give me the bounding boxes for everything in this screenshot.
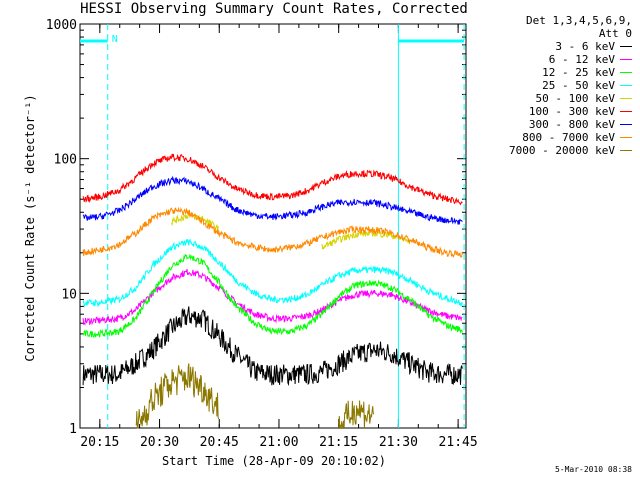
footer-timestamp: 5-Mar-2010 08:38 xyxy=(554,465,632,474)
series-line xyxy=(82,253,463,338)
series-line xyxy=(82,206,463,259)
legend-entry-label: 100 - 300 keV xyxy=(528,105,615,118)
legend-swatch xyxy=(620,46,632,47)
series-line xyxy=(82,238,463,308)
legend-attenuator: Att 0 xyxy=(598,27,632,40)
y-tick-label: 1 xyxy=(69,422,77,437)
series-3-6kev xyxy=(82,306,463,387)
series-line xyxy=(82,306,463,387)
legend-swatch xyxy=(620,72,632,73)
legend-swatch xyxy=(620,59,632,60)
legend-entry-label: 25 - 50 keV xyxy=(542,79,615,92)
y-tick-label: 1000 xyxy=(46,18,77,33)
legend-swatch xyxy=(620,111,632,112)
legend-entry-label: 3 - 6 keV xyxy=(555,40,615,53)
legend-entry: 6 - 12 keV xyxy=(482,53,632,66)
night-marker-label: N xyxy=(112,34,118,45)
legend-detectors: Det 1,3,4,5,6,9, xyxy=(526,14,632,27)
legend-entries: 3 - 6 keV 6 - 12 keV 12 - 25 keV 25 - 50 ke… xyxy=(482,40,632,157)
x-tick-label: 20:15 xyxy=(80,435,119,450)
series-800-7000kev xyxy=(82,206,463,259)
series-12-25kev xyxy=(82,253,463,338)
y-tick-label: 100 xyxy=(54,153,77,168)
series-25-50kev xyxy=(82,238,463,308)
plot-frame xyxy=(79,23,467,429)
legend-entry: 25 - 50 keV xyxy=(482,79,632,92)
series-100-300kev xyxy=(82,153,463,206)
legend-entry-label: 50 - 100 keV xyxy=(535,92,615,105)
legend-entry-label: 800 - 7000 keV xyxy=(522,131,615,144)
series-7000-20000kev xyxy=(135,363,375,429)
legend-entry-label: 7000 - 20000 keV xyxy=(509,144,615,157)
legend-swatch xyxy=(620,137,632,138)
legend-entry-label: 12 - 25 keV xyxy=(542,66,615,79)
legend-entry: 7000 - 20000 keV xyxy=(482,144,632,157)
x-tick-label: 21:00 xyxy=(259,435,298,450)
legend-swatch xyxy=(620,124,632,125)
series-line xyxy=(82,268,463,326)
series-line xyxy=(135,363,375,429)
chart-title: HESSI Observing Summary Count Rates, Cor… xyxy=(80,1,468,17)
legend-swatch xyxy=(620,98,632,99)
legend-swatch xyxy=(620,150,632,151)
series-6-12kev xyxy=(82,268,463,326)
series-line xyxy=(82,175,463,225)
legend-entry-label: 300 - 800 keV xyxy=(528,118,615,131)
series-line xyxy=(82,153,463,206)
legend-entry: 300 - 800 keV xyxy=(482,118,632,131)
x-tick-label: 21:15 xyxy=(319,435,358,450)
x-tick-label: 20:30 xyxy=(140,435,179,450)
legend-entry: 12 - 25 keV xyxy=(482,66,632,79)
x-tick-label: 21:45 xyxy=(439,435,478,450)
legend-swatch xyxy=(620,85,632,86)
x-tick-label: 21:30 xyxy=(379,435,418,450)
x-tick-label: 20:45 xyxy=(200,435,239,450)
legend-entry: 50 - 100 keV xyxy=(482,92,632,105)
y-tick-label: 10 xyxy=(61,287,77,302)
legend-entry: 800 - 7000 keV xyxy=(482,131,632,144)
legend: Det 1,3,4,5,6,9, Att 0 3 - 6 keV 6 - 12 k… xyxy=(482,14,632,157)
series-300-800kev xyxy=(82,175,463,225)
x-axis-label: Start Time (28-Apr-09 20:10:02) xyxy=(162,454,386,468)
legend-entry-label: 6 - 12 keV xyxy=(548,53,615,66)
y-axis-label: Corrected Count Rate (s⁻¹ detector⁻¹) xyxy=(23,94,37,362)
legend-entry: 100 - 300 keV xyxy=(482,105,632,118)
legend-entry: 3 - 6 keV xyxy=(482,40,632,53)
